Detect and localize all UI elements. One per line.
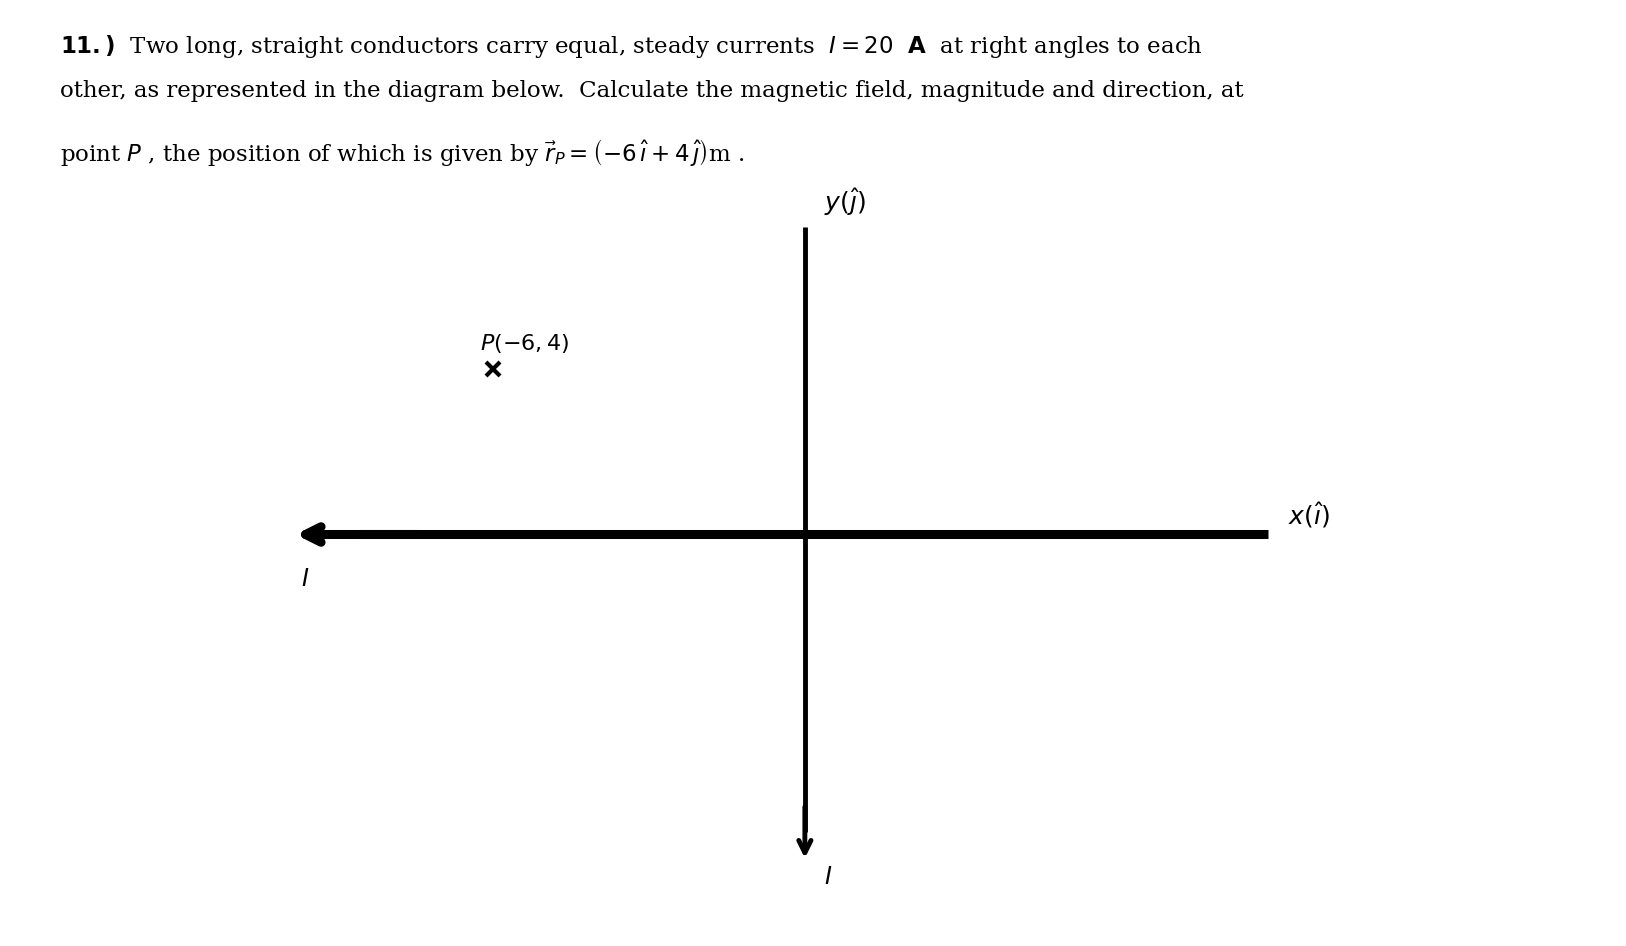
Text: $I$: $I$ [301,568,309,590]
Text: $P(-6,4)$: $P(-6,4)$ [480,332,569,355]
Text: $x(\hat{\imath})$: $x(\hat{\imath})$ [1288,500,1330,530]
Text: other, as represented in the diagram below.  Calculate the magnetic field, magni: other, as represented in the diagram bel… [60,80,1244,102]
Text: $I$: $I$ [824,866,833,888]
Text: $y(\hat{\jmath})$: $y(\hat{\jmath})$ [824,186,867,218]
Text: $\mathbf{11.)}$  Two long, straight conductors carry equal, steady currents  $I : $\mathbf{11.)}$ Two long, straight condu… [60,33,1203,61]
Text: point $P$ , the position of which is given by $\vec{r}_{P} = \left(-6\,\hat{\ima: point $P$ , the position of which is giv… [60,137,745,168]
